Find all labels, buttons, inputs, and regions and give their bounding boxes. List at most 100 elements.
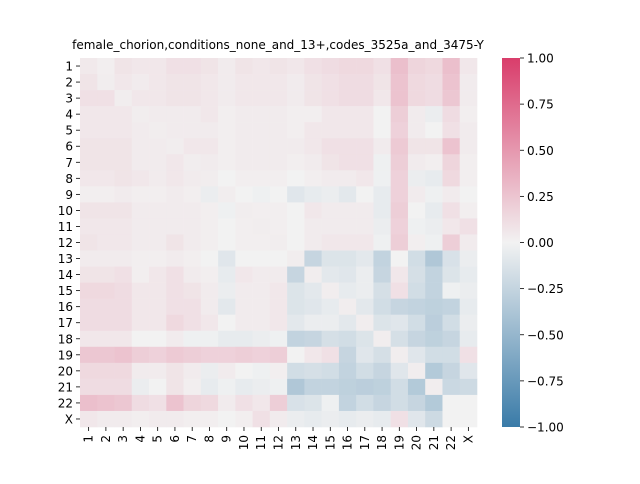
heatmap-cell-17-7 bbox=[183, 314, 202, 332]
heatmap-cell-2-8 bbox=[200, 74, 219, 91]
heatmap-cell-18-2 bbox=[97, 330, 115, 348]
heatmap-cell-X-22 bbox=[442, 410, 461, 428]
heatmap-cell-10-5 bbox=[149, 202, 167, 219]
y-tick-label: 9 bbox=[65, 188, 73, 202]
heatmap-cell-9-21 bbox=[425, 186, 443, 203]
heatmap-cell-17-2 bbox=[97, 314, 115, 332]
heatmap-cell-12-8 bbox=[200, 234, 219, 251]
heatmap-cell-16-12 bbox=[269, 298, 288, 315]
y-tick-label: 8 bbox=[65, 172, 73, 186]
heatmap-cell-15-20 bbox=[407, 282, 426, 299]
heatmap-cell-14-21 bbox=[425, 266, 443, 283]
heatmap-cell-8-5 bbox=[149, 170, 167, 187]
heatmap-cell-22-18 bbox=[373, 394, 391, 412]
x-tick-label: 5 bbox=[151, 435, 165, 443]
heatmap-cell-21-13 bbox=[287, 378, 305, 396]
y-tick-label: 21 bbox=[58, 380, 73, 394]
heatmap-cell-7-12 bbox=[269, 154, 288, 171]
heatmap-cell-20-8 bbox=[200, 362, 219, 380]
heatmap-cell-12-20 bbox=[407, 234, 426, 251]
colorbar-tick-label: 1.00 bbox=[527, 52, 554, 66]
heatmap-cell-13-17 bbox=[356, 250, 374, 267]
heatmap-cell-17-17 bbox=[356, 314, 374, 332]
y-tick-label: 16 bbox=[58, 300, 73, 314]
heatmap-cell-7-9 bbox=[218, 154, 236, 171]
colorbar-ticks: 1.00 0.75 0.50 0.25 0.00 −0.25 −0.50 −0.75 −1.00 bbox=[520, 52, 564, 435]
heatmap-cell-12-7 bbox=[183, 234, 202, 251]
heatmap-cell-7-18 bbox=[373, 154, 391, 171]
heatmap-cell-13-13 bbox=[287, 250, 305, 267]
heatmap-cell-1-16 bbox=[338, 58, 357, 75]
heatmap-cell-12-11 bbox=[252, 234, 271, 251]
heatmap-cell-16-11 bbox=[252, 298, 271, 315]
heatmap-cell-17-6 bbox=[166, 314, 184, 332]
heatmap-cell-8-18 bbox=[373, 170, 391, 187]
heatmap-cell-11-11 bbox=[252, 218, 271, 235]
heatmap-cell-17-5 bbox=[149, 314, 167, 332]
heatmap-cell-6-4 bbox=[131, 138, 150, 155]
x-tick-label: 15 bbox=[323, 435, 337, 450]
heatmap-cell-22-13 bbox=[287, 394, 305, 412]
heatmap-cell-15-3 bbox=[114, 282, 133, 299]
heatmap-cell-3-21 bbox=[425, 90, 443, 107]
heatmap-cell-10-12 bbox=[269, 202, 288, 219]
heatmap-cell-14-1 bbox=[80, 266, 98, 283]
x-tick-label: 21 bbox=[427, 435, 441, 450]
heatmap-cell-18-8 bbox=[200, 330, 219, 348]
heatmap-cell-7-6 bbox=[166, 154, 184, 171]
y-tick-label: 11 bbox=[58, 220, 73, 234]
y-tick-label: 17 bbox=[58, 316, 73, 330]
heatmap-cells bbox=[80, 58, 478, 428]
heatmap-cell-13-21 bbox=[425, 250, 443, 267]
heatmap-cell-2-5 bbox=[149, 74, 167, 91]
heatmap-cell-16-9 bbox=[218, 298, 236, 315]
heatmap-cell-18-16 bbox=[338, 330, 357, 348]
heatmap-cell-1-22 bbox=[442, 58, 461, 75]
heatmap-cell-20-X bbox=[459, 362, 478, 380]
heatmap-cell-19-13 bbox=[287, 346, 305, 364]
x-tick-label: 3 bbox=[116, 435, 130, 443]
heatmap-cell-17-13 bbox=[287, 314, 305, 332]
heatmap-cell-17-1 bbox=[80, 314, 98, 332]
heatmap-cell-11-12 bbox=[269, 218, 288, 235]
heatmap-cell-7-1 bbox=[80, 154, 98, 171]
heatmap-cell-22-22 bbox=[442, 394, 461, 412]
heatmap-cell-21-10 bbox=[235, 378, 253, 396]
heatmap-cell-20-11 bbox=[252, 362, 271, 380]
heatmap-cell-2-6 bbox=[166, 74, 184, 91]
heatmap-cell-3-3 bbox=[114, 90, 133, 107]
heatmap-cell-20-20 bbox=[407, 362, 426, 380]
heatmap-cell-16-7 bbox=[183, 298, 202, 315]
heatmap-cell-12-X bbox=[459, 234, 478, 251]
heatmap-cell-8-9 bbox=[218, 170, 236, 187]
heatmap-cell-11-6 bbox=[166, 218, 184, 235]
heatmap-cell-3-6 bbox=[166, 90, 184, 107]
heatmap-cell-9-12 bbox=[269, 186, 288, 203]
heatmap-cell-14-2 bbox=[97, 266, 115, 283]
heatmap-cell-17-X bbox=[459, 314, 478, 332]
heatmap-cell-22-16 bbox=[338, 394, 357, 412]
heatmap-cell-10-9 bbox=[218, 202, 236, 219]
heatmap-cell-9-17 bbox=[356, 186, 374, 203]
heatmap-cell-1-13 bbox=[287, 58, 305, 75]
heatmap-cell-6-7 bbox=[183, 138, 202, 155]
heatmap-cell-X-19 bbox=[390, 410, 409, 428]
heatmap-cell-3-2 bbox=[97, 90, 115, 107]
y-tick-label: 14 bbox=[58, 268, 73, 282]
heatmap-cell-5-20 bbox=[407, 122, 426, 139]
heatmap-cell-6-17 bbox=[356, 138, 374, 155]
heatmap-cell-19-1 bbox=[80, 346, 98, 364]
heatmap-cell-7-19 bbox=[390, 154, 409, 171]
heatmap-cell-4-21 bbox=[425, 106, 443, 123]
heatmap-cell-3-1 bbox=[80, 90, 98, 107]
heatmap-cell-4-13 bbox=[287, 106, 305, 123]
heatmap-cell-10-8 bbox=[200, 202, 219, 219]
heatmap-cell-14-3 bbox=[114, 266, 133, 283]
heatmap-cell-21-14 bbox=[304, 378, 322, 396]
heatmap-cell-10-3 bbox=[114, 202, 133, 219]
heatmap-cell-6-20 bbox=[407, 138, 426, 155]
y-tick-label: 19 bbox=[58, 348, 73, 362]
heatmap-cell-4-4 bbox=[131, 106, 150, 123]
heatmap-cell-14-6 bbox=[166, 266, 184, 283]
heatmap-cell-5-9 bbox=[218, 122, 236, 139]
